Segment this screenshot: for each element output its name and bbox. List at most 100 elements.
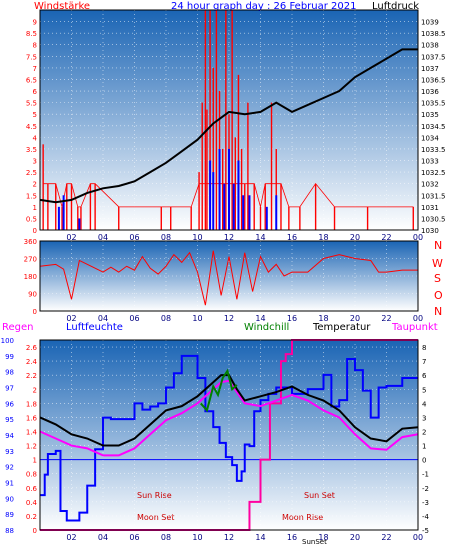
x-tick-label: 04	[98, 533, 108, 542]
y-tick-windstaerke: 2.5	[26, 169, 37, 177]
y-tick-windstaerke: 7	[33, 65, 37, 73]
y-tick-windstaerke: 4.5	[26, 123, 37, 131]
compass-s: S	[434, 272, 441, 285]
x-tick-label: 18	[318, 233, 328, 242]
y-tick-luftdruck: 1031	[421, 204, 439, 212]
y-tick-regen: 2	[33, 386, 37, 394]
x-tick-label: 06	[129, 314, 139, 323]
y-tick-luftdruck: 1036.5	[421, 76, 446, 84]
y-tick-regen: 1.4	[26, 428, 38, 436]
x-tick-label: 18	[318, 314, 328, 323]
x-tick-label: 18	[318, 533, 328, 542]
y-tick-regen: 1.6	[26, 414, 38, 422]
x-tick-label: 02	[66, 533, 76, 542]
y-tick-luftfeuchte: 96	[5, 400, 14, 408]
x-tick-label: 08	[161, 533, 171, 542]
x-tick-label: 12	[224, 233, 234, 242]
series-layer	[39, 10, 419, 531]
y-tick-windstaerke: 2	[33, 181, 37, 189]
y-tick-luftdruck: 1030	[421, 227, 439, 235]
y-tick-direction: 180	[24, 273, 37, 281]
x-tick-label: 14	[255, 233, 265, 242]
y-tick-luftfeuchte: 97	[5, 385, 14, 393]
label-windchill: Windchill	[244, 322, 289, 333]
x-tick-label: 00	[413, 314, 423, 323]
windchill-line	[199, 368, 238, 413]
y-tick-luftdruck: 1038.5	[421, 30, 446, 38]
x-tick-label: 02	[66, 314, 76, 323]
y-tick-windstaerke: 0.5	[26, 215, 37, 223]
sun-rise-label: Sun Rise	[137, 491, 172, 500]
y-tick-luftdruck: 1032.5	[421, 169, 446, 177]
moon-set-label: Moon Set	[137, 513, 174, 522]
y-tick-luftdruck: 1037	[421, 65, 439, 73]
x-tick-label: 10	[192, 533, 202, 542]
graph-title: 24 hour graph day : 26 Februar 2021	[171, 1, 356, 12]
y-tick-windstaerke: 5.5	[26, 100, 37, 108]
y-tick-direction: 360	[24, 238, 37, 246]
y-tick-luftfeuchte: 89	[5, 511, 14, 519]
y-tick-luftdruck: 1035.5	[421, 100, 446, 108]
x-tick-label: 12	[224, 533, 234, 542]
wind-direction-line	[39, 250, 418, 306]
y-tick-luftdruck: 1033	[421, 158, 439, 166]
y-tick-luftdruck: 1038	[421, 42, 439, 50]
y-tick-windstaerke: 5	[33, 111, 37, 119]
x-tick-label: 14	[255, 314, 265, 323]
y-tick-windstaerke: 6.5	[26, 76, 37, 84]
y-tick-luftfeuchte: 93	[5, 448, 14, 456]
y-tick-regen: 0.4	[26, 499, 38, 507]
x-tick-label: 04	[98, 314, 108, 323]
grid-layer	[40, 10, 419, 531]
y-tick-windstaerke: 0	[33, 227, 37, 235]
y-tick-temperatur: -5	[422, 527, 429, 535]
y-tick-temperatur: 4	[422, 400, 427, 408]
y-tick-temperatur: 0	[422, 457, 426, 465]
y-tick-temperatur: -3	[422, 499, 429, 507]
y-tick-temperatur: 5	[422, 386, 426, 394]
y-tick-luftfeuchte: 95	[5, 416, 14, 424]
x-tick-label: 10	[192, 233, 202, 242]
frame-temperature	[39, 339, 419, 531]
y-tick-regen: 1.2	[26, 443, 37, 451]
y-tick-luftfeuchte: 98	[5, 369, 14, 377]
y-tick-regen: 2.6	[26, 344, 38, 352]
x-tick-label: 22	[381, 533, 391, 542]
x-tick-label: 00	[413, 533, 423, 542]
x-tick-label: 00	[413, 233, 423, 242]
y-tick-luftdruck: 1031.5	[421, 192, 446, 200]
y-tick-temperatur: 6	[422, 372, 427, 380]
y-tick-luftdruck: 1034	[421, 134, 439, 142]
y-tick-temperatur: -2	[422, 485, 429, 493]
x-tick-label: 08	[161, 314, 171, 323]
y-tick-luftdruck: 1037.5	[421, 53, 446, 61]
x-tick-label: 08	[161, 233, 171, 242]
y-tick-regen: 2.2	[26, 372, 37, 380]
pressure-line	[39, 48, 418, 204]
label-luftfeuchte: Luftfeuchte	[66, 322, 123, 333]
x-tick-label: 06	[129, 533, 139, 542]
y-tick-luftfeuchte: 94	[5, 432, 14, 440]
x-tick-label: 16	[287, 314, 297, 323]
x-tick-label: 02	[66, 233, 76, 242]
y-tick-windstaerke: 8	[33, 42, 37, 50]
y-tick-luftfeuchte: 99	[5, 353, 14, 361]
label-temperatur: Temperatur	[312, 322, 371, 333]
y-tick-windstaerke: 3.5	[26, 146, 37, 154]
label-taupunkt: Taupunkt	[391, 322, 438, 333]
y-tick-windstaerke: 1.5	[26, 192, 37, 200]
y-tick-luftdruck: 1035	[421, 111, 439, 119]
x-tick-label: 20	[350, 314, 360, 323]
x-tick-label: 14	[255, 533, 265, 542]
y-tick-windstaerke: 8.5	[26, 30, 37, 38]
y-tick-luftfeuchte: 88	[5, 527, 14, 535]
compass-n-top: N	[434, 239, 442, 252]
sunset-bottom-label: SunSet	[302, 538, 327, 546]
y-tick-regen: 2.4	[26, 358, 38, 366]
y-tick-luftfeuchte: 90	[5, 495, 14, 503]
y-tick-windstaerke: 1	[33, 204, 37, 212]
left-label-windstaerke: Windstärke	[34, 1, 90, 12]
plot-area-wind-direction	[40, 241, 418, 311]
y-tick-temperatur: 2	[422, 428, 426, 436]
